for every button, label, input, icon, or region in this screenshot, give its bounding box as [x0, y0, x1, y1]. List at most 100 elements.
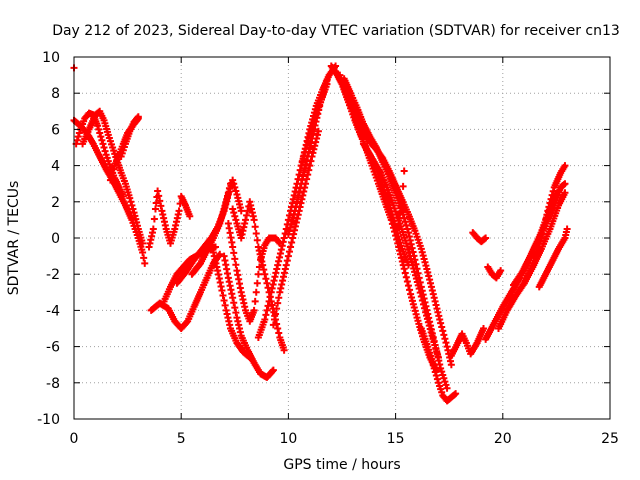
series-track-4 — [79, 107, 147, 247]
y-tick-label: -6 — [46, 340, 60, 356]
x-axis-label: GPS time / hours — [283, 457, 400, 473]
data-point — [309, 120, 317, 128]
data-point — [295, 171, 303, 179]
data-point — [212, 243, 220, 251]
data-point — [157, 202, 165, 210]
data-point — [254, 270, 262, 278]
grid — [74, 57, 610, 419]
data-point — [305, 134, 313, 142]
data-point — [400, 167, 408, 175]
data-point — [139, 248, 147, 256]
data-point — [97, 133, 105, 141]
data-point — [230, 209, 238, 217]
y-tick-label: -10 — [37, 412, 60, 428]
data-point — [379, 182, 387, 190]
data-point — [269, 321, 277, 329]
series-track-19 — [297, 80, 331, 170]
data-point — [398, 198, 406, 206]
data-point — [218, 286, 226, 294]
data-point — [555, 187, 563, 195]
data-point — [402, 221, 410, 229]
series-track-8 — [147, 250, 224, 332]
data-point — [561, 189, 569, 197]
x-tick-label: 10 — [279, 431, 297, 447]
data-point — [293, 198, 301, 206]
data-point — [229, 294, 237, 302]
data-point — [412, 260, 420, 268]
data-point — [440, 331, 448, 339]
data-point — [229, 205, 237, 213]
data-point — [261, 315, 269, 323]
data-point — [252, 288, 260, 296]
data-point — [265, 297, 273, 305]
data-point — [306, 162, 314, 170]
data-point — [381, 190, 389, 198]
data-point — [406, 286, 414, 294]
data-point — [284, 252, 292, 260]
data-point — [308, 124, 316, 132]
data-point — [243, 211, 251, 219]
data-point — [282, 261, 290, 269]
series-track-23 — [340, 75, 451, 392]
data-point — [100, 144, 108, 151]
data-point — [141, 259, 149, 267]
data-point — [452, 390, 460, 398]
data-point — [110, 165, 118, 173]
data-point — [497, 267, 505, 275]
data-point — [377, 174, 385, 182]
data-point — [270, 315, 278, 323]
data-point — [280, 234, 288, 242]
data-point — [285, 211, 293, 219]
data-point — [403, 277, 411, 285]
y-tick-label: 0 — [51, 231, 60, 247]
data-point — [231, 255, 239, 263]
x-tick-label: 15 — [387, 431, 405, 447]
data-point — [263, 279, 271, 287]
data-point — [139, 239, 147, 247]
x-tick-label: 25 — [601, 431, 619, 447]
data-point — [127, 198, 135, 206]
data-point — [253, 236, 261, 244]
data-point — [229, 176, 237, 184]
data-point — [378, 178, 386, 186]
data-point — [287, 243, 295, 251]
data-point — [224, 189, 232, 197]
data-point — [323, 80, 331, 88]
y-axis-label: SDTVAR / TECUs — [6, 181, 22, 296]
data-point — [75, 129, 83, 137]
data-point — [119, 192, 127, 200]
data-point — [275, 294, 283, 302]
data-point — [128, 201, 136, 209]
data-point — [99, 140, 107, 148]
data-point — [403, 225, 411, 233]
data-point — [304, 171, 312, 179]
data-point — [263, 306, 271, 314]
data-point — [232, 187, 240, 195]
data-point — [280, 346, 288, 354]
data-point — [183, 318, 191, 326]
data-point — [134, 113, 142, 121]
data-point — [230, 249, 238, 257]
series-track-12 — [209, 248, 254, 361]
series-track-11 — [188, 180, 235, 278]
data-point — [109, 169, 117, 177]
data-point — [232, 261, 240, 269]
data-point — [296, 184, 304, 192]
data-point — [242, 216, 250, 224]
data-marks — [70, 62, 571, 405]
data-point — [272, 310, 280, 318]
series-track-25 — [377, 167, 408, 233]
data-point — [314, 127, 322, 135]
data-point — [432, 372, 440, 380]
data-point — [411, 256, 419, 264]
data-point — [414, 269, 422, 277]
data-point — [441, 335, 449, 343]
series-track-27 — [447, 325, 488, 360]
data-point — [439, 327, 447, 335]
series-track-26 — [417, 325, 460, 405]
data-point — [402, 273, 410, 281]
data-point — [401, 269, 409, 277]
data-point — [413, 265, 421, 273]
data-point — [150, 215, 158, 223]
data-point — [186, 212, 194, 220]
